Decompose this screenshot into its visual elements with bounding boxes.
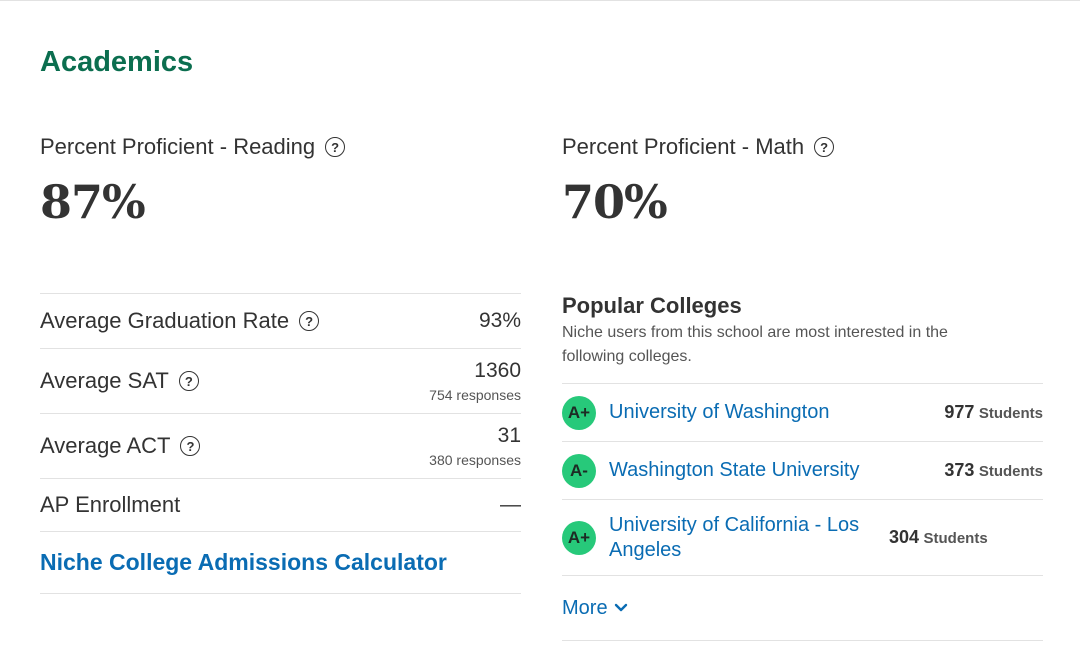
act-row: Average ACT ? 31 380 responses bbox=[40, 413, 521, 478]
chevron-down-icon bbox=[614, 603, 627, 612]
popular-colleges-title: Popular Colleges bbox=[562, 293, 742, 318]
sat-value: 1360 bbox=[474, 359, 521, 382]
graduation-rate-value: 93% bbox=[478, 309, 521, 332]
college-link[interactable]: University of Washington bbox=[609, 401, 830, 423]
grade-badge: A+ bbox=[562, 395, 596, 430]
student-count: 304 bbox=[889, 527, 920, 547]
grade-badge: A- bbox=[562, 453, 596, 488]
help-icon[interactable]: ? bbox=[814, 137, 835, 157]
help-icon[interactable]: ? bbox=[180, 436, 201, 456]
student-count-unit: Students bbox=[978, 463, 1043, 480]
more-button[interactable]: More bbox=[562, 597, 628, 620]
act-responses: 380 responses bbox=[429, 452, 521, 468]
act-label: Average ACT bbox=[40, 433, 171, 458]
college-row[interactable]: A+ University of California - Los Angele… bbox=[562, 499, 1043, 575]
student-count-unit: Students bbox=[978, 405, 1043, 422]
more-label: More bbox=[562, 596, 608, 619]
grade-badge: A+ bbox=[562, 520, 596, 555]
calculator-row: Niche College Admissions Calculator bbox=[40, 531, 521, 593]
help-icon[interactable]: ? bbox=[178, 371, 199, 391]
more-row: More bbox=[562, 575, 1043, 641]
reading-proficiency-value: 87% bbox=[40, 175, 146, 229]
reading-proficiency-label: Percent Proficient - Reading bbox=[40, 134, 316, 159]
college-link[interactable]: University of California - Los Angeles bbox=[609, 513, 860, 561]
popular-colleges-description: Niche users from this school are most in… bbox=[562, 324, 948, 365]
graduation-rate-label: Average Graduation Rate bbox=[40, 308, 290, 333]
section-title: Academics bbox=[40, 46, 194, 78]
college-row[interactable]: A- Washington State University 373 Stude… bbox=[562, 441, 1043, 499]
top-divider bbox=[0, 0, 1080, 1]
ap-enrollment-label: AP Enrollment bbox=[40, 492, 181, 517]
college-row[interactable]: A+ University of Washington 977 Students bbox=[562, 383, 1043, 441]
popular-colleges: Popular Colleges Niche users from this s… bbox=[562, 293, 1043, 641]
sat-responses: 754 responses bbox=[429, 387, 521, 403]
math-proficiency: Percent Proficient - Math ? 70% bbox=[562, 133, 835, 229]
reading-proficiency: Percent Proficient - Reading ? 87% bbox=[40, 133, 346, 229]
sat-row: Average SAT ? 1360 754 responses bbox=[40, 348, 521, 413]
student-count-unit: Students bbox=[923, 530, 988, 547]
student-count: 977 bbox=[944, 402, 975, 422]
help-icon[interactable]: ? bbox=[299, 311, 320, 331]
sat-label: Average SAT bbox=[40, 368, 169, 393]
ap-enrollment-value: — bbox=[500, 493, 521, 516]
ap-enrollment-row: AP Enrollment — bbox=[40, 478, 521, 531]
admissions-calculator-link[interactable]: Niche College Admissions Calculator bbox=[40, 549, 447, 575]
academic-stats: Average Graduation Rate ? 93% Average SA… bbox=[40, 293, 521, 594]
math-proficiency-value: 70% bbox=[562, 175, 668, 229]
graduation-rate-row: Average Graduation Rate ? 93% bbox=[40, 293, 521, 348]
stats-bottom-divider bbox=[40, 593, 521, 594]
help-icon[interactable]: ? bbox=[325, 137, 346, 157]
act-value: 31 bbox=[497, 424, 521, 447]
college-link[interactable]: Washington State University bbox=[609, 459, 860, 481]
math-proficiency-label: Percent Proficient - Math bbox=[562, 134, 805, 159]
student-count: 373 bbox=[944, 460, 975, 480]
